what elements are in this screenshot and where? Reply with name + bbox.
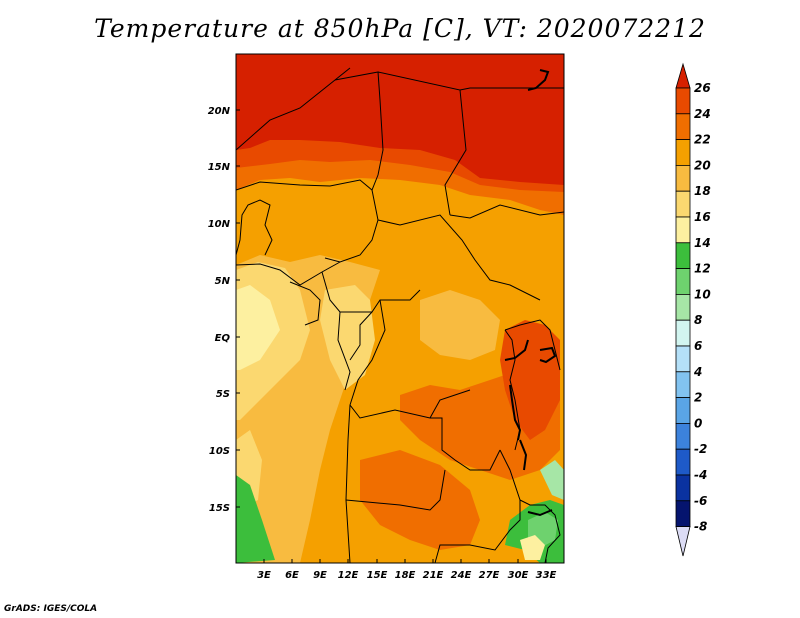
lat-label: 5S bbox=[216, 389, 230, 400]
colorbar-swatch bbox=[675, 216, 691, 244]
colorbar-label: 14 bbox=[694, 236, 711, 250]
colorbar-label: -2 bbox=[694, 442, 707, 456]
lat-label: 10N bbox=[208, 219, 231, 230]
colorbar-label: 24 bbox=[694, 107, 711, 121]
colorbar-swatch bbox=[675, 62, 691, 89]
lat-label: 10S bbox=[209, 446, 230, 457]
colorbar-swatch bbox=[675, 139, 691, 166]
colorbar-label: 2 bbox=[694, 391, 702, 405]
colorbar-label: 18 bbox=[694, 184, 711, 198]
colorbar-swatch bbox=[675, 448, 691, 476]
lakes bbox=[504, 69, 557, 517]
latitude-axis: 20N 15N 10N 5N EQ 5S 10S 15S bbox=[208, 106, 231, 514]
colorbar-swatch bbox=[675, 319, 691, 347]
map-frame bbox=[235, 53, 565, 564]
lon-label: 33E bbox=[536, 570, 557, 581]
colorbar-label: -4 bbox=[694, 468, 707, 482]
longitude-axis: 3E 6E 9E 12E 15E 18E 21E 24E 27E 30E 33E bbox=[257, 570, 556, 581]
colorbar-label: 10 bbox=[694, 287, 711, 301]
colorbar-label: 20 bbox=[694, 158, 711, 172]
colorbar-label: -6 bbox=[694, 494, 707, 508]
lon-label: 15E bbox=[367, 570, 388, 581]
map-title: Temperature at 850hPa [C], VT: 202007221… bbox=[94, 14, 706, 43]
colorbar-swatch bbox=[675, 345, 691, 373]
lat-label: 15N bbox=[208, 162, 231, 173]
colorbar-swatch bbox=[675, 87, 691, 115]
colorbar-swatch bbox=[675, 164, 691, 192]
lat-label: 15S bbox=[209, 503, 230, 514]
colorbar-swatch bbox=[675, 242, 691, 270]
colorbar-swatch bbox=[675, 397, 691, 424]
colorbar-label: 22 bbox=[694, 133, 711, 147]
credit-text: GrADS: IGES/COLA bbox=[4, 604, 98, 614]
colorbar-swatch bbox=[675, 500, 691, 527]
colorbar-swatch bbox=[675, 474, 691, 502]
colorbar-swatch bbox=[675, 526, 691, 557]
colorbar-label: -8 bbox=[694, 520, 707, 534]
temperature-field bbox=[236, 54, 564, 563]
lon-label: 12E bbox=[338, 570, 359, 581]
colorbar-swatch bbox=[675, 293, 691, 321]
lon-label: 21E bbox=[423, 570, 444, 581]
lon-label: 24E bbox=[451, 570, 472, 581]
lat-label: EQ bbox=[215, 333, 231, 344]
colorbar-swatch bbox=[675, 422, 691, 450]
lon-label: 3E bbox=[257, 570, 271, 581]
lon-label: 18E bbox=[395, 570, 416, 581]
colorbar-swatch bbox=[675, 113, 691, 141]
lon-label: 6E bbox=[285, 570, 299, 581]
lat-label: 20N bbox=[208, 106, 231, 117]
colorbar-label: 12 bbox=[694, 262, 711, 276]
colorbar-label: 16 bbox=[694, 210, 711, 224]
colorbar-swatch bbox=[675, 190, 691, 218]
lon-label: 27E bbox=[479, 570, 500, 581]
lon-label: 9E bbox=[313, 570, 327, 581]
colorbar-swatch bbox=[675, 268, 691, 295]
colorbar-label: 8 bbox=[694, 313, 702, 327]
colorbar-label: 4 bbox=[693, 365, 702, 379]
colorbar-label: 6 bbox=[694, 339, 702, 353]
colorbar-label: 0 bbox=[694, 416, 702, 430]
political-borders bbox=[236, 67, 564, 563]
lon-label: 30E bbox=[508, 570, 529, 581]
lat-label: 5N bbox=[215, 276, 231, 287]
colorbar-swatch bbox=[675, 371, 691, 398]
colorbar-label: 26 bbox=[694, 81, 711, 95]
